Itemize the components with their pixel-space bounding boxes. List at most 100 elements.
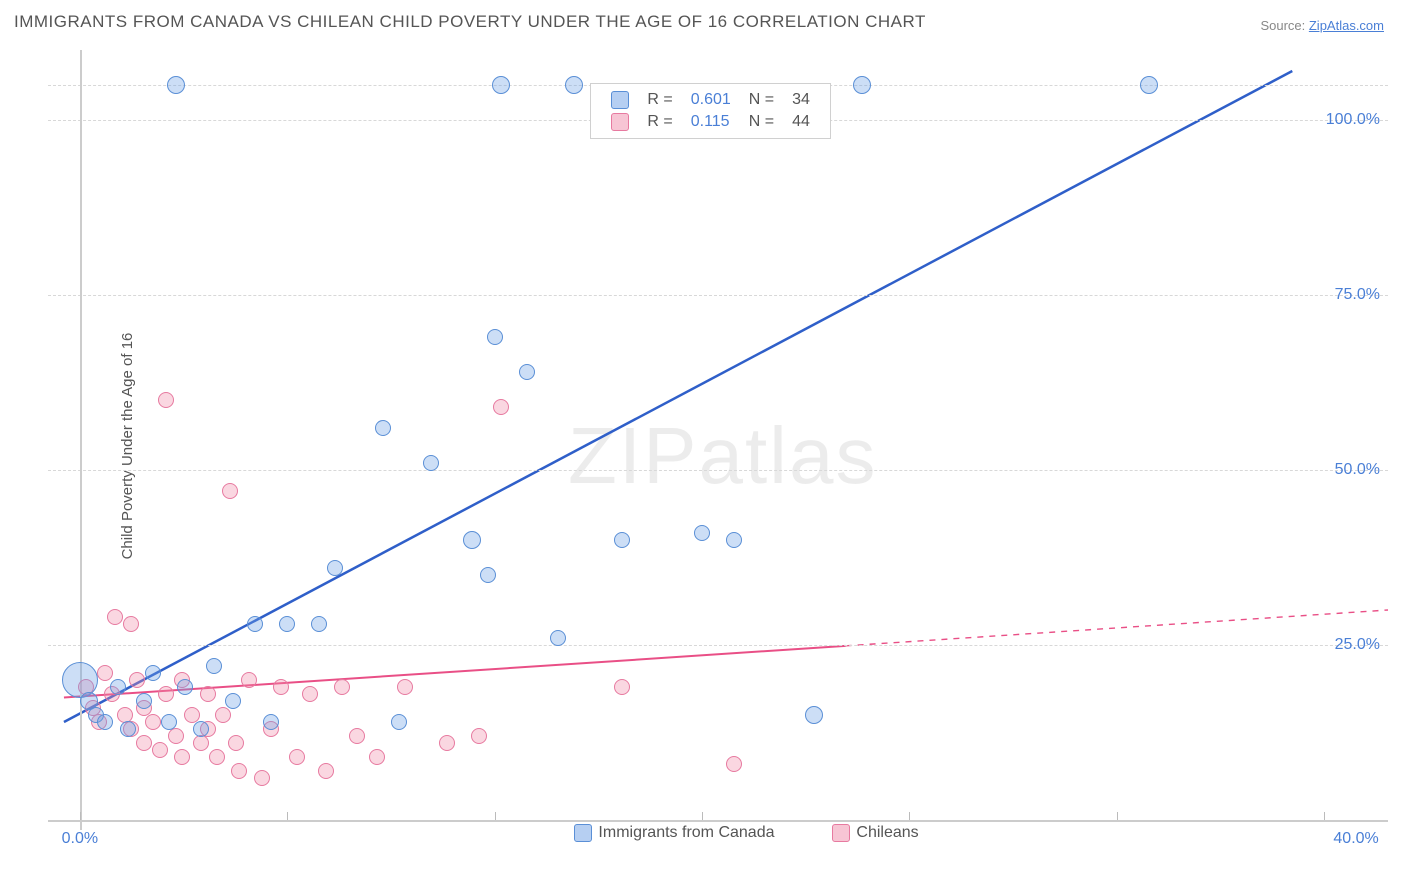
data-point bbox=[565, 76, 583, 94]
legend-swatch bbox=[611, 113, 629, 131]
data-point bbox=[726, 532, 742, 548]
data-point bbox=[487, 329, 503, 345]
data-point bbox=[726, 756, 742, 772]
data-point bbox=[423, 455, 439, 471]
data-point bbox=[493, 399, 509, 415]
data-point bbox=[519, 364, 535, 380]
data-point bbox=[805, 706, 823, 724]
legend-swatch bbox=[611, 91, 629, 109]
data-point bbox=[129, 672, 145, 688]
data-point bbox=[177, 679, 193, 695]
chart-container: IMMIGRANTS FROM CANADA VS CHILEAN CHILD … bbox=[0, 0, 1406, 892]
data-point bbox=[273, 679, 289, 695]
n-value: 44 bbox=[784, 112, 818, 132]
data-point bbox=[311, 616, 327, 632]
x-tick-label: 0.0% bbox=[62, 830, 98, 848]
n-label: N = bbox=[741, 112, 782, 132]
data-point bbox=[247, 616, 263, 632]
watermark: ZIPatlas bbox=[568, 410, 877, 502]
x-tick bbox=[287, 812, 288, 820]
data-point bbox=[206, 658, 222, 674]
x-tick-label: 40.0% bbox=[1333, 830, 1378, 848]
x-tick bbox=[702, 812, 703, 820]
source-prefix: Source: bbox=[1260, 18, 1308, 33]
x-tick bbox=[909, 812, 910, 820]
data-point bbox=[158, 686, 174, 702]
legend-label: Chileans bbox=[856, 824, 918, 842]
gridline-h bbox=[48, 470, 1388, 471]
data-point bbox=[152, 742, 168, 758]
r-label: R = bbox=[639, 112, 680, 132]
data-point bbox=[167, 76, 185, 94]
data-point bbox=[158, 392, 174, 408]
data-point bbox=[1140, 76, 1158, 94]
y-tick-label: 50.0% bbox=[1335, 461, 1380, 479]
data-point bbox=[327, 560, 343, 576]
data-point bbox=[550, 630, 566, 646]
gridline-h bbox=[48, 645, 1388, 646]
data-point bbox=[145, 714, 161, 730]
data-point bbox=[97, 665, 113, 681]
trend-lines-layer bbox=[48, 50, 1388, 830]
x-axis bbox=[48, 820, 1388, 822]
data-point bbox=[225, 693, 241, 709]
data-point bbox=[471, 728, 487, 744]
data-point bbox=[145, 665, 161, 681]
gridline-h bbox=[48, 295, 1388, 296]
chart-title: IMMIGRANTS FROM CANADA VS CHILEAN CHILD … bbox=[14, 12, 926, 32]
data-point bbox=[200, 686, 216, 702]
r-value: 0.115 bbox=[683, 112, 739, 132]
data-point bbox=[614, 532, 630, 548]
data-point bbox=[334, 679, 350, 695]
y-tick-label: 100.0% bbox=[1326, 111, 1380, 129]
plot-area: ZIPatlas 25.0%50.0%75.0%100.0%0.0%40.0%R… bbox=[48, 50, 1388, 830]
data-point bbox=[853, 76, 871, 94]
data-point bbox=[97, 714, 113, 730]
y-axis bbox=[80, 50, 82, 830]
source-attribution: Source: ZipAtlas.com bbox=[1260, 18, 1384, 33]
x-tick bbox=[80, 812, 81, 820]
data-point bbox=[318, 763, 334, 779]
x-tick bbox=[1117, 812, 1118, 820]
data-point bbox=[193, 721, 209, 737]
data-point bbox=[174, 749, 190, 765]
x-tick bbox=[495, 812, 496, 820]
r-label: R = bbox=[639, 90, 680, 110]
data-point bbox=[161, 714, 177, 730]
data-point bbox=[391, 714, 407, 730]
data-point bbox=[279, 616, 295, 632]
n-value: 34 bbox=[784, 90, 818, 110]
data-point bbox=[193, 735, 209, 751]
data-point bbox=[120, 721, 136, 737]
legend-label: Immigrants from Canada bbox=[598, 824, 774, 842]
data-point bbox=[231, 763, 247, 779]
data-point bbox=[168, 728, 184, 744]
data-point bbox=[263, 714, 279, 730]
data-point bbox=[289, 749, 305, 765]
data-point bbox=[480, 567, 496, 583]
data-point bbox=[463, 531, 481, 549]
data-point bbox=[136, 693, 152, 709]
x-tick bbox=[1324, 812, 1325, 820]
data-point bbox=[369, 749, 385, 765]
data-point bbox=[439, 735, 455, 751]
data-point bbox=[209, 749, 225, 765]
source-link[interactable]: ZipAtlas.com bbox=[1309, 18, 1384, 33]
data-point bbox=[228, 735, 244, 751]
series-legend-item: Chileans bbox=[832, 824, 918, 842]
data-point bbox=[694, 525, 710, 541]
data-point bbox=[375, 420, 391, 436]
correlation-legend: R =0.601N =34R =0.115N =44 bbox=[590, 83, 831, 139]
data-point bbox=[302, 686, 318, 702]
legend-swatch bbox=[832, 824, 850, 842]
data-point bbox=[241, 672, 257, 688]
y-tick-label: 25.0% bbox=[1335, 636, 1380, 654]
data-point bbox=[107, 609, 123, 625]
n-label: N = bbox=[741, 90, 782, 110]
data-point bbox=[222, 483, 238, 499]
data-point bbox=[215, 707, 231, 723]
data-point bbox=[110, 679, 126, 695]
data-point bbox=[136, 735, 152, 751]
data-point bbox=[492, 76, 510, 94]
legend-swatch bbox=[574, 824, 592, 842]
